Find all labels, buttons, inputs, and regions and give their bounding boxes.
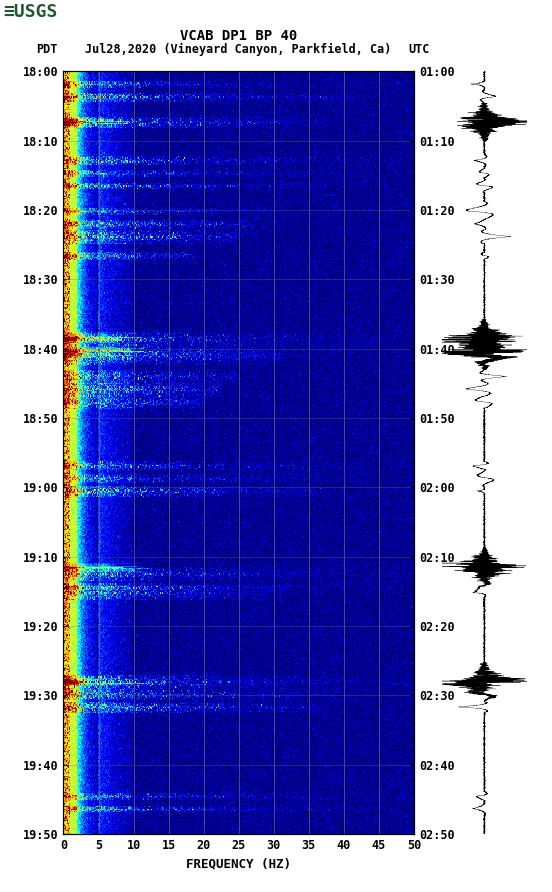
Text: ≡USGS: ≡USGS xyxy=(3,3,57,21)
Text: Jul28,2020 (Vineyard Canyon, Parkfield, Ca): Jul28,2020 (Vineyard Canyon, Parkfield, … xyxy=(85,43,392,56)
Text: UTC: UTC xyxy=(409,43,430,56)
Text: VCAB DP1 BP 40: VCAB DP1 BP 40 xyxy=(180,29,297,43)
Text: PDT: PDT xyxy=(36,43,57,56)
X-axis label: FREQUENCY (HZ): FREQUENCY (HZ) xyxy=(186,857,291,871)
